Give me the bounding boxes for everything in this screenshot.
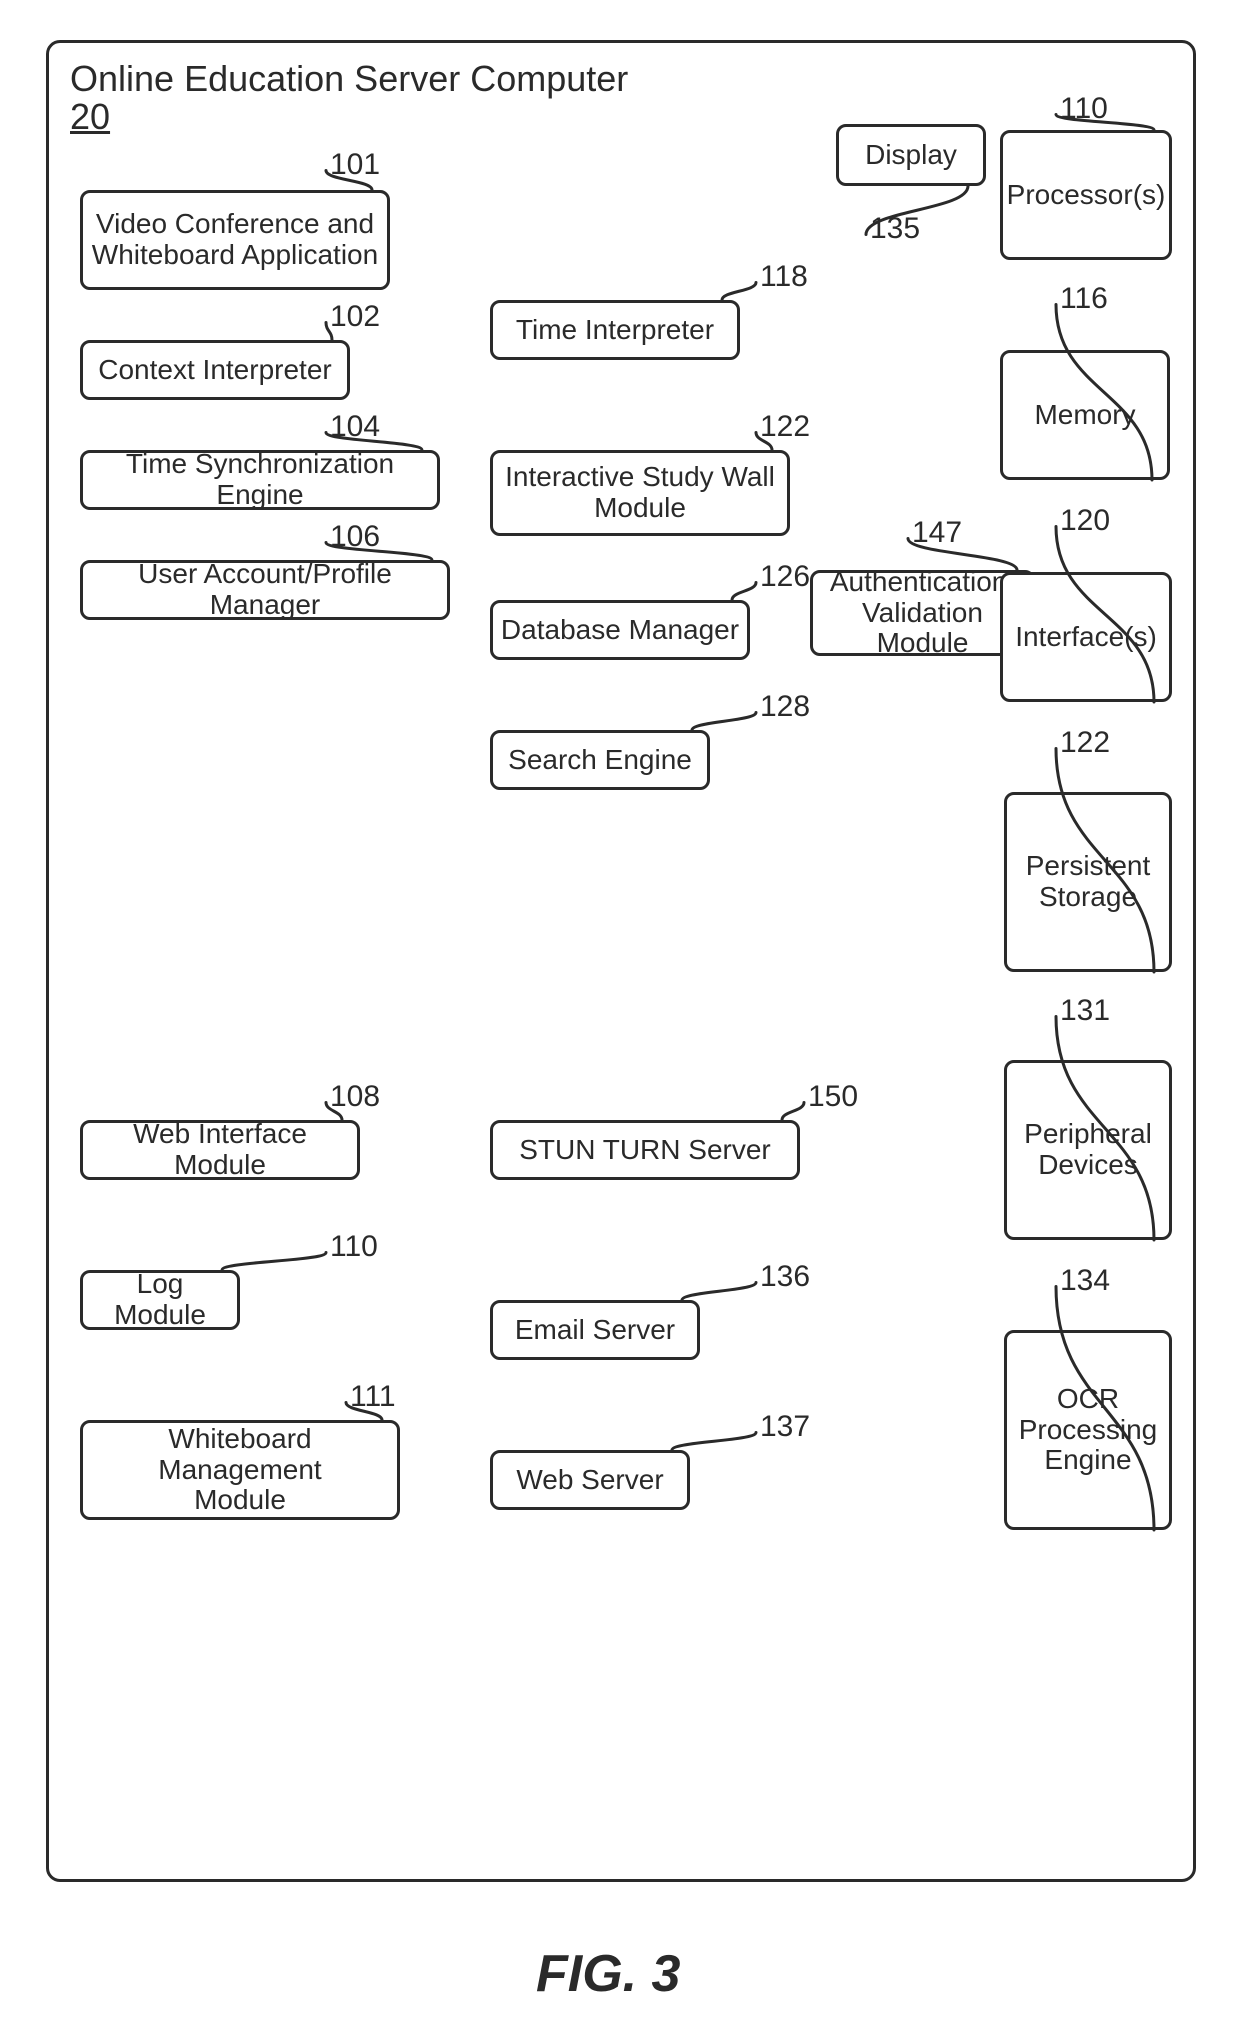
ref-r111: 111 bbox=[350, 1380, 396, 1414]
block-b136: Email Server bbox=[490, 1300, 700, 1360]
ref-r131: 131 bbox=[1060, 994, 1110, 1028]
ref-r116: 116 bbox=[1060, 282, 1108, 316]
title-line-1: Online Education Server Computer bbox=[70, 60, 628, 98]
block-label: Context Interpreter bbox=[98, 355, 331, 386]
ref-r126: 126 bbox=[760, 560, 810, 594]
block-label: Database Manager bbox=[501, 615, 739, 646]
ref-r135: 135 bbox=[870, 212, 920, 246]
figure-caption: FIG. 3 bbox=[536, 1944, 680, 2004]
block-b134: OCR Processing Engine bbox=[1004, 1330, 1172, 1530]
block-label: Web Server bbox=[516, 1465, 663, 1496]
block-b116: Memory bbox=[1000, 350, 1170, 480]
ref-r110: 110 bbox=[1060, 92, 1108, 126]
block-label: Log Module bbox=[89, 1269, 231, 1331]
ref-r128: 128 bbox=[760, 690, 810, 724]
block-b135: Display bbox=[836, 124, 986, 186]
block-label: Authentication/ Validation Module bbox=[819, 567, 1026, 659]
block-b118: Time Interpreter bbox=[490, 300, 740, 360]
block-label: Email Server bbox=[515, 1315, 675, 1346]
block-label: User Account/Profile Manager bbox=[89, 559, 441, 621]
block-b106: User Account/Profile Manager bbox=[80, 560, 450, 620]
ref-r120: 120 bbox=[1060, 504, 1110, 538]
block-label: STUN TURN Server bbox=[519, 1135, 771, 1166]
block-b102: Context Interpreter bbox=[80, 340, 350, 400]
ref-r122a: 122 bbox=[760, 410, 810, 444]
block-label: Display bbox=[865, 140, 957, 171]
ref-r147: 147 bbox=[912, 516, 962, 550]
block-label: Persistent Storage bbox=[1026, 851, 1151, 913]
ref-r150: 150 bbox=[808, 1080, 858, 1114]
ref-r104: 104 bbox=[330, 410, 380, 444]
block-b122a: Interactive Study Wall Module bbox=[490, 450, 790, 536]
block-label: Whiteboard Management Module bbox=[89, 1424, 391, 1516]
ref-r134: 134 bbox=[1060, 1264, 1110, 1298]
block-b104: Time Synchronization Engine bbox=[80, 450, 440, 510]
block-b122b: Persistent Storage bbox=[1004, 792, 1172, 972]
block-label: Peripheral Devices bbox=[1024, 1119, 1152, 1181]
block-label: OCR Processing Engine bbox=[1019, 1384, 1158, 1476]
diagram-title: Online Education Server Computer 20 bbox=[70, 60, 628, 136]
block-b128: Search Engine bbox=[490, 730, 710, 790]
ref-r108: 108 bbox=[330, 1080, 380, 1114]
ref-r101: 101 bbox=[330, 148, 380, 182]
block-label: Processor(s) bbox=[1007, 180, 1166, 211]
title-reference-number: 20 bbox=[70, 98, 628, 136]
block-label: Time Interpreter bbox=[516, 315, 714, 346]
ref-r122b: 122 bbox=[1060, 726, 1110, 760]
block-b150: STUN TURN Server bbox=[490, 1120, 800, 1180]
block-label: Interface(s) bbox=[1015, 622, 1157, 653]
ref-r102: 102 bbox=[330, 300, 380, 334]
ref-r118: 118 bbox=[760, 260, 808, 294]
block-b108: Web Interface Module bbox=[80, 1120, 360, 1180]
block-label: Search Engine bbox=[508, 745, 692, 776]
ref-r106: 106 bbox=[330, 520, 380, 554]
block-label: Web Interface Module bbox=[89, 1119, 351, 1181]
diagram-stage: Online Education Server Computer 20 FIG.… bbox=[0, 0, 1240, 2034]
ref-r137: 137 bbox=[760, 1410, 810, 1444]
block-b126: Database Manager bbox=[490, 600, 750, 660]
ref-r136: 136 bbox=[760, 1260, 810, 1294]
block-b101: Video Conference and Whiteboard Applicat… bbox=[80, 190, 390, 290]
block-b110a: Log Module bbox=[80, 1270, 240, 1330]
block-label: Interactive Study Wall Module bbox=[505, 462, 775, 524]
block-b110: Processor(s) bbox=[1000, 130, 1172, 260]
block-label: Time Synchronization Engine bbox=[89, 449, 431, 511]
block-b111: Whiteboard Management Module bbox=[80, 1420, 400, 1520]
block-b120: Interface(s) bbox=[1000, 572, 1172, 702]
block-b131: Peripheral Devices bbox=[1004, 1060, 1172, 1240]
block-label: Memory bbox=[1034, 400, 1135, 431]
ref-r110a: 110 bbox=[330, 1230, 378, 1264]
block-b137: Web Server bbox=[490, 1450, 690, 1510]
block-label: Video Conference and Whiteboard Applicat… bbox=[92, 209, 378, 271]
